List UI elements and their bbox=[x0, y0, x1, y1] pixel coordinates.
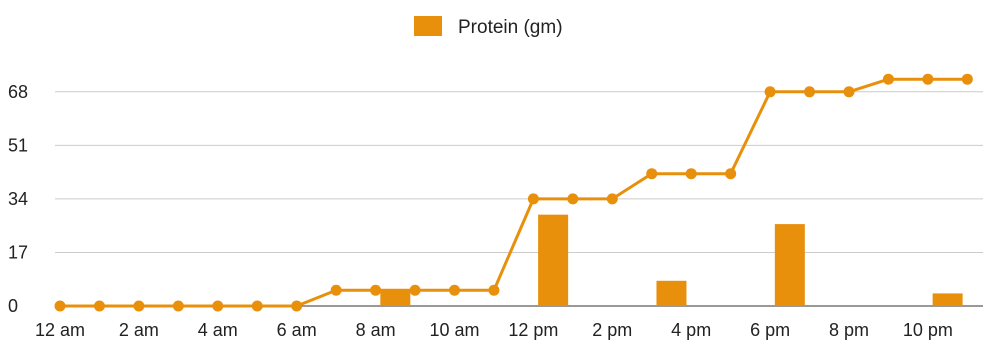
bar bbox=[932, 293, 963, 306]
y-tick-label: 51 bbox=[8, 135, 28, 155]
line-point bbox=[725, 168, 737, 180]
gridlines bbox=[55, 91, 983, 307]
y-tick-label: 68 bbox=[8, 82, 28, 102]
x-tick-label: 12 am bbox=[35, 320, 85, 340]
bar bbox=[380, 290, 411, 306]
y-axis-labels: 0 17 34 51 68 bbox=[8, 82, 28, 316]
line-point bbox=[93, 300, 105, 312]
line-point bbox=[843, 86, 855, 98]
y-tick-label: 17 bbox=[8, 242, 28, 262]
line-point bbox=[646, 168, 658, 180]
line-point bbox=[685, 168, 697, 180]
line-point bbox=[133, 300, 145, 312]
line-point bbox=[764, 86, 776, 98]
line-point bbox=[567, 193, 579, 205]
legend-label: Protein (gm) bbox=[458, 17, 563, 38]
line-point bbox=[961, 73, 973, 85]
x-tick-label: 8 pm bbox=[829, 320, 869, 340]
line-point bbox=[212, 300, 224, 312]
line-point bbox=[370, 284, 382, 296]
x-tick-label: 4 am bbox=[198, 320, 238, 340]
line-point bbox=[804, 86, 816, 98]
x-tick-label: 10 pm bbox=[903, 320, 953, 340]
line-point bbox=[251, 300, 263, 312]
x-axis-labels: 12 am 2 am 4 am 6 am 8 am 10 am 12 pm 2 pm 4 pm 6… bbox=[35, 320, 953, 340]
line-point bbox=[54, 300, 66, 312]
bar-series bbox=[380, 214, 963, 306]
line-point bbox=[882, 73, 894, 85]
y-tick-label: 34 bbox=[8, 189, 28, 209]
line-point bbox=[172, 300, 184, 312]
x-tick-label: 6 pm bbox=[750, 320, 790, 340]
line-point bbox=[409, 284, 421, 296]
line-point bbox=[922, 73, 934, 85]
legend-swatch bbox=[414, 16, 442, 36]
line-points bbox=[54, 73, 973, 312]
line-point bbox=[330, 284, 342, 296]
cumulative-line bbox=[60, 77, 968, 308]
line-point bbox=[488, 284, 500, 296]
line-point bbox=[449, 284, 460, 296]
y-tick-label: 0 bbox=[8, 296, 18, 316]
line-point bbox=[606, 193, 618, 205]
line-point bbox=[527, 193, 539, 205]
x-tick-label: 2 am bbox=[119, 320, 159, 340]
x-tick-label: 8 am bbox=[356, 320, 396, 340]
bar bbox=[774, 224, 805, 306]
x-tick-label: 10 am bbox=[429, 320, 479, 340]
x-tick-label: 4 pm bbox=[671, 320, 711, 340]
line-point bbox=[291, 300, 303, 312]
x-tick-label: 2 pm bbox=[592, 320, 632, 340]
line-series bbox=[60, 77, 968, 308]
x-tick-label: 6 am bbox=[277, 320, 317, 340]
bar bbox=[656, 280, 687, 306]
x-tick-label: 12 pm bbox=[508, 320, 558, 340]
bar bbox=[538, 214, 569, 306]
legend: Protein (gm) bbox=[414, 16, 563, 38]
